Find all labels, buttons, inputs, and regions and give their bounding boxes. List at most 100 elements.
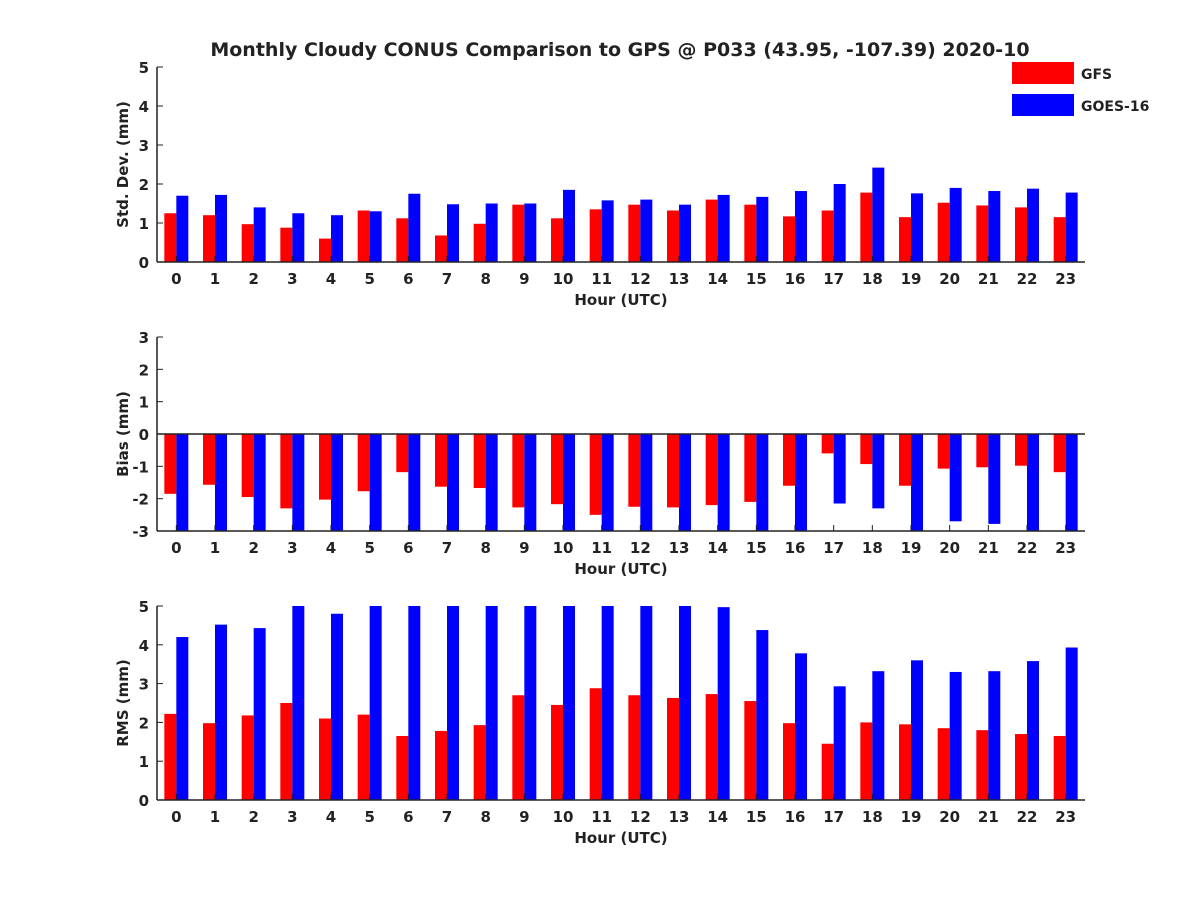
bar-bias-goes16-7 [447, 434, 459, 531]
bar-stddev-gfs-16 [783, 216, 795, 262]
x-tick-label-rms-11: 11 [591, 808, 612, 826]
bar-stddev-gfs-9 [512, 204, 525, 262]
bar-bias-gfs-11 [589, 434, 602, 515]
bar-bias-gfs-18 [860, 434, 873, 465]
bar-stddev-gfs-13 [667, 210, 679, 262]
bar-stddev-goes16-13 [679, 204, 691, 262]
y-axis-label-stddev: Std. Dev. (mm) [114, 101, 132, 228]
y-tick-label-stddev-4: 4 [139, 98, 149, 116]
x-tick-label-rms-2: 2 [248, 808, 258, 826]
bar-bias-gfs-20 [937, 434, 950, 469]
x-tick-label-rms-14: 14 [707, 808, 728, 826]
bar-bias-goes16-20 [949, 434, 962, 522]
bar-stddev-gfs-3 [280, 227, 293, 262]
x-tick-label-bias-13: 13 [669, 539, 690, 557]
x-tick-label-stddev-3: 3 [287, 270, 297, 288]
bar-rms-gfs-6 [396, 735, 409, 800]
bar-stddev-goes16-15 [756, 196, 769, 262]
x-tick-label-stddev-7: 7 [442, 270, 452, 288]
bar-stddev-gfs-20 [937, 202, 950, 262]
bar-rms-goes16-3 [292, 606, 305, 800]
bar-stddev-gfs-2 [241, 224, 254, 262]
bar-rms-goes16-18 [872, 671, 885, 800]
bar-stddev-goes16-10 [563, 189, 575, 262]
bar-bias-goes16-5 [369, 434, 382, 531]
bar-rms-gfs-13 [667, 697, 679, 800]
bar-bias-goes16-11 [601, 434, 614, 531]
x-tick-label-bias-19: 19 [901, 539, 922, 557]
bar-bias-goes16-15 [756, 434, 769, 531]
x-tick-label-stddev-22: 22 [1017, 270, 1038, 288]
x-tick-label-bias-22: 22 [1017, 539, 1038, 557]
y-tick-label-rms-4: 4 [139, 637, 149, 655]
y-axis-label-rms: RMS (mm) [114, 659, 132, 746]
bar-rms-goes16-23 [1065, 647, 1078, 800]
x-tick-label-rms-12: 12 [630, 808, 651, 826]
bar-bias-gfs-14 [705, 434, 718, 506]
bar-stddev-goes16-5 [369, 211, 382, 262]
bar-bias-goes16-23 [1065, 434, 1078, 531]
x-axis-label-bias: Hour (UTC) [574, 560, 667, 578]
bar-stddev-goes16-1 [215, 194, 227, 262]
x-tick-label-bias-9: 9 [519, 539, 529, 557]
y-tick-label-bias--3: -3 [132, 523, 149, 541]
bar-stddev-goes16-2 [253, 207, 266, 262]
bar-rms-goes16-1 [215, 624, 227, 800]
bar-stddev-gfs-7 [435, 235, 447, 262]
bar-bias-goes16-3 [292, 434, 305, 531]
x-tick-label-stddev-6: 6 [403, 270, 413, 288]
bar-rms-gfs-4 [319, 718, 331, 800]
x-tick-label-rms-17: 17 [823, 808, 844, 826]
bar-rms-gfs-22 [1015, 734, 1027, 800]
bar-rms-goes16-10 [563, 606, 575, 800]
x-tick-label-stddev-20: 20 [939, 270, 960, 288]
legend-label-gfs: GFS [1081, 67, 1112, 83]
bar-rms-gfs-11 [589, 688, 602, 800]
bar-bias-goes16-10 [563, 434, 575, 531]
bar-stddev-gfs-1 [203, 215, 215, 262]
bar-bias-gfs-8 [473, 434, 486, 488]
bar-stddev-goes16-17 [833, 184, 846, 262]
bar-stddev-goes16-8 [485, 203, 498, 262]
x-tick-label-bias-8: 8 [480, 539, 490, 557]
bar-rms-gfs-20 [937, 728, 950, 800]
x-tick-label-bias-15: 15 [746, 539, 767, 557]
bar-bias-gfs-21 [976, 434, 989, 468]
x-tick-label-rms-13: 13 [669, 808, 690, 826]
bar-bias-gfs-7 [435, 434, 447, 487]
x-tick-label-stddev-2: 2 [248, 270, 258, 288]
bar-bias-gfs-3 [280, 434, 293, 509]
bar-stddev-gfs-0 [164, 213, 177, 262]
bar-rms-gfs-14 [705, 694, 718, 800]
x-tick-label-stddev-23: 23 [1055, 270, 1076, 288]
x-tick-label-stddev-5: 5 [364, 270, 374, 288]
legend-swatch-gfs [1012, 62, 1074, 84]
bar-stddev-goes16-0 [176, 195, 189, 262]
bar-bias-goes16-21 [988, 434, 1001, 524]
x-tick-label-rms-9: 9 [519, 808, 529, 826]
bar-rms-gfs-18 [860, 722, 873, 800]
bar-stddev-goes16-20 [949, 187, 962, 262]
legend-swatch-goes16 [1012, 94, 1074, 116]
x-tick-label-bias-11: 11 [591, 539, 612, 557]
bar-bias-gfs-10 [551, 434, 563, 505]
bar-stddev-gfs-4 [319, 238, 331, 262]
bar-bias-goes16-18 [872, 434, 885, 509]
bar-bias-goes16-16 [795, 434, 807, 531]
x-axis-label-stddev: Hour (UTC) [574, 291, 667, 309]
bar-stddev-goes16-11 [601, 200, 614, 262]
chart-title: Monthly Cloudy CONUS Comparison to GPS @… [210, 39, 1029, 61]
bar-bias-goes16-2 [253, 434, 266, 531]
bar-stddev-goes16-9 [524, 203, 537, 262]
y-tick-label-stddev-2: 2 [139, 176, 149, 194]
x-tick-label-rms-7: 7 [442, 808, 452, 826]
x-tick-label-bias-4: 4 [326, 539, 336, 557]
bar-bias-goes16-13 [679, 434, 691, 531]
x-tick-label-rms-0: 0 [171, 808, 181, 826]
x-tick-label-rms-20: 20 [939, 808, 960, 826]
x-tick-label-rms-16: 16 [785, 808, 806, 826]
bar-rms-goes16-2 [253, 628, 266, 800]
